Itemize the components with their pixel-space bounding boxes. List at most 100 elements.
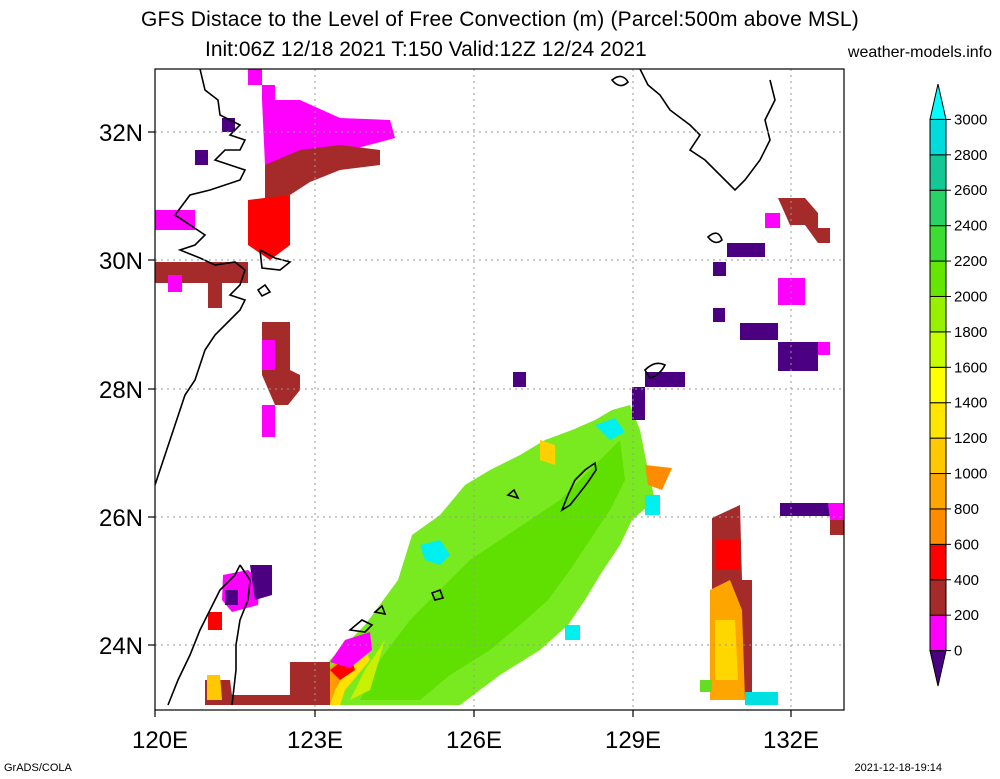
x-tick-label-123E: 123E xyxy=(287,727,343,754)
field-e-magenta-26n xyxy=(828,503,844,520)
field-e-yellow xyxy=(715,620,738,680)
field-nw-brown xyxy=(265,145,380,200)
colorbar-swatch-1 xyxy=(929,614,947,652)
coastline-shanghai xyxy=(259,248,292,271)
y-tick-label-32N: 32N xyxy=(99,120,143,147)
field-ne-purple-7 xyxy=(632,387,645,420)
x-tick-label-132E: 132E xyxy=(763,727,819,754)
y-tick-label-28N: 28N xyxy=(99,377,143,404)
colorbar-label-2000: 2000 xyxy=(954,288,987,305)
field-nw-magenta-7 xyxy=(262,85,275,100)
y-tick-label-30N: 30N xyxy=(99,248,143,275)
colorbar-swatch-9 xyxy=(929,331,947,368)
footer-timestamp: 2021-12-18-19:14 xyxy=(854,762,942,774)
field-sw-red xyxy=(208,612,222,630)
field-nw-magenta-5 xyxy=(262,405,275,437)
colorbar-swatch-3 xyxy=(929,543,947,581)
field-green-core xyxy=(360,440,625,700)
field-sw-magenta xyxy=(330,632,372,668)
website-label: weather-models.info xyxy=(847,44,992,61)
colorbar-label-2400: 2400 xyxy=(954,218,987,235)
colorbar-label-800: 800 xyxy=(954,501,979,518)
field-e-red xyxy=(716,540,740,570)
field-yellow-patch xyxy=(540,440,555,465)
field-sw-brown xyxy=(205,662,330,705)
colorbar-label-0: 0 xyxy=(954,643,962,660)
field-nw-magenta-4 xyxy=(262,340,275,370)
colorbar-swatch-6 xyxy=(929,437,947,475)
colorbar-label-600: 600 xyxy=(954,536,979,553)
field-ne-purple-8 xyxy=(513,372,526,387)
field-ne-magenta-3 xyxy=(818,342,830,355)
colorbar-swatch-10 xyxy=(929,295,947,333)
field-e-green xyxy=(700,680,712,692)
field-e-brown-26n xyxy=(830,520,844,535)
colorbar-swatch-14 xyxy=(929,154,947,191)
colorbar: 0 200 400 600 800 1000 1200 1400 1600 1800 2000 220… xyxy=(929,83,987,687)
field-sw-yellow xyxy=(207,675,222,700)
colorbar-swatch-16 xyxy=(929,83,947,120)
colorbar-swatch-12 xyxy=(929,225,947,262)
field-nw-red xyxy=(248,195,290,260)
field-nw-brown-2 xyxy=(155,262,248,308)
colorbar-swatch-8 xyxy=(929,366,947,404)
colorbar-swatch-0 xyxy=(929,650,947,687)
colorbar-swatch-5 xyxy=(929,473,947,510)
field-taiwan-purple xyxy=(250,565,272,600)
field-e-purple-26n xyxy=(780,503,844,516)
colorbar-swatch-13 xyxy=(929,189,947,227)
coastline-china xyxy=(155,69,247,486)
title-line-2: Init:06Z 12/18 2021 T:150 Valid:12Z 12/2… xyxy=(205,38,647,61)
field-nw-magenta-6 xyxy=(248,69,262,85)
ldfc-field xyxy=(155,69,844,705)
field-e-cyan xyxy=(745,692,778,705)
y-tick-label-26N: 26N xyxy=(99,505,143,532)
field-nw-purple-2 xyxy=(195,150,208,165)
gridlines xyxy=(155,69,844,710)
colorbar-label-2200: 2200 xyxy=(954,253,987,270)
field-ne-magenta xyxy=(765,213,780,228)
field-cyan-patch-1 xyxy=(420,540,450,565)
colorbar-label-2600: 2600 xyxy=(954,182,987,199)
y-tick-label-24N: 24N xyxy=(99,633,143,660)
field-cyan-patch-2 xyxy=(595,418,625,440)
coastline-okinawa xyxy=(560,461,597,512)
x-tick-label-120E: 120E xyxy=(132,727,188,754)
field-ne-purple-2 xyxy=(713,262,726,276)
coastline-zhoushan xyxy=(256,283,272,298)
colorbar-label-3000: 3000 xyxy=(954,111,987,128)
field-taiwan-purple-2 xyxy=(225,590,238,605)
field-lightgreen xyxy=(350,640,385,700)
coastline-taiwan xyxy=(167,564,251,706)
colorbar-label-200: 200 xyxy=(954,607,979,624)
colorbar-label-1400: 1400 xyxy=(954,395,987,412)
x-tick-label-129E: 129E xyxy=(605,727,661,754)
coastlines xyxy=(155,69,776,706)
field-ne-purple-5 xyxy=(713,308,725,322)
coastline-korea-jeju xyxy=(610,75,630,87)
field-ne-brown xyxy=(778,198,830,243)
colorbar-label-1200: 1200 xyxy=(954,430,987,447)
field-ne-purple-3 xyxy=(740,323,778,340)
coastline-yaeyama xyxy=(348,604,387,633)
field-nw-magenta-3 xyxy=(168,275,182,292)
field-nw-magenta xyxy=(262,100,395,165)
field-ne-purple xyxy=(727,243,765,257)
colorbar-label-400: 400 xyxy=(954,572,979,589)
colorbar-swatch-4 xyxy=(929,508,947,545)
field-ne-purple-6 xyxy=(645,372,685,387)
field-orange-patch xyxy=(645,465,672,490)
colorbar-swatch-7 xyxy=(929,402,947,439)
coastline-kyushu xyxy=(639,69,776,192)
axis-tick-marks xyxy=(148,131,792,717)
title-line-1: GFS Distace to the Level of Free Convect… xyxy=(141,8,859,31)
field-cyan-patch-3 xyxy=(565,625,580,640)
x-tick-label-126E: 126E xyxy=(446,727,502,754)
coastline-amami xyxy=(643,362,667,379)
colorbar-swatch-2 xyxy=(929,579,947,616)
colorbar-label-1000: 1000 xyxy=(954,466,987,483)
field-nw-magenta-2 xyxy=(155,210,195,230)
footer-software-label: GrADS/COLA xyxy=(4,762,72,774)
field-cyan-patch-4 xyxy=(645,495,660,515)
colorbar-swatch-15 xyxy=(929,118,947,156)
